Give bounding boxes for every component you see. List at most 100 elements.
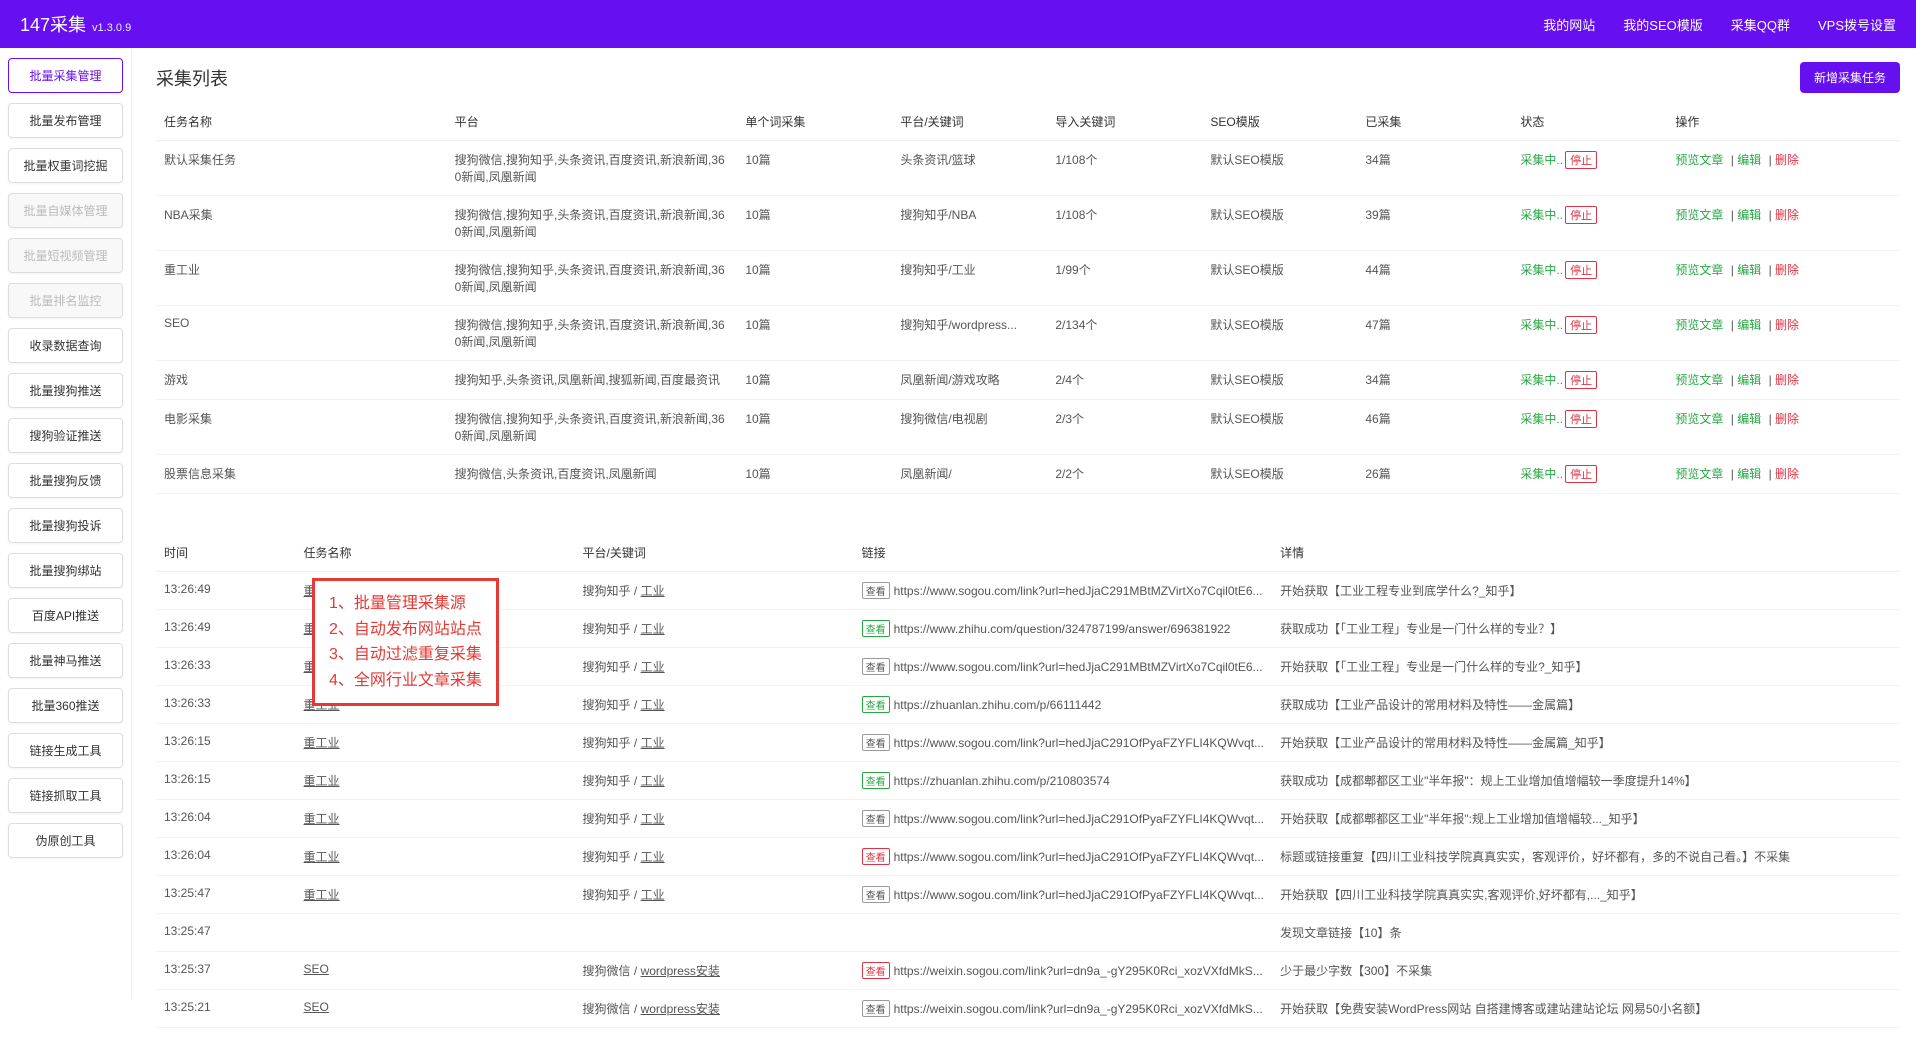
new-task-button[interactable]: 新增采集任务 bbox=[1800, 62, 1900, 93]
view-badge[interactable]: 查看 bbox=[862, 620, 890, 637]
log-keyword-link[interactable]: 工业 bbox=[641, 888, 665, 902]
sidebar-item-7[interactable]: 批量搜狗推送 bbox=[8, 373, 123, 408]
view-badge[interactable]: 查看 bbox=[862, 696, 890, 713]
preview-link[interactable]: 预览文章 bbox=[1675, 153, 1723, 167]
delete-link[interactable]: 删除 bbox=[1775, 412, 1799, 426]
log-row: 13:25:47重工业搜狗知乎 / 工业查看https://www.sogou.… bbox=[156, 876, 1900, 914]
task-status-cell: 采集中..停止 bbox=[1512, 306, 1667, 361]
log-keyword-link[interactable]: 工业 bbox=[641, 774, 665, 788]
view-badge[interactable]: 查看 bbox=[862, 658, 890, 675]
log-task-link[interactable]: 重工业 bbox=[304, 888, 340, 902]
task-cell: 默认SEO模版 bbox=[1202, 455, 1357, 494]
log-task-link[interactable]: 重工业 bbox=[304, 812, 340, 826]
view-badge[interactable]: 查看 bbox=[862, 734, 890, 751]
edit-link[interactable]: 编辑 bbox=[1737, 263, 1761, 277]
stop-button[interactable]: 停止 bbox=[1565, 371, 1597, 389]
log-keyword-link[interactable]: wordpress安装 bbox=[641, 1002, 720, 1016]
edit-link[interactable]: 编辑 bbox=[1737, 153, 1761, 167]
sidebar-item-14[interactable]: 批量360推送 bbox=[8, 688, 123, 723]
task-col-header: 任务名称 bbox=[156, 103, 447, 141]
task-cell: 10篇 bbox=[737, 251, 892, 306]
task-cell: 凤凰新闻/游戏攻略 bbox=[892, 361, 1047, 400]
task-cell: 股票信息采集 bbox=[156, 455, 447, 494]
log-task-link[interactable]: 重工业 bbox=[304, 850, 340, 864]
sidebar-item-0[interactable]: 批量采集管理 bbox=[8, 58, 123, 93]
edit-link[interactable]: 编辑 bbox=[1737, 208, 1761, 222]
sidebar-item-8[interactable]: 搜狗验证推送 bbox=[8, 418, 123, 453]
edit-link[interactable]: 编辑 bbox=[1737, 467, 1761, 481]
task-cell: 默认SEO模版 bbox=[1202, 196, 1357, 251]
topnav-link-2[interactable]: 采集QQ群 bbox=[1731, 15, 1790, 34]
log-keyword-link[interactable]: 工业 bbox=[641, 812, 665, 826]
log-pk: 搜狗知乎 / 工业 bbox=[575, 648, 854, 686]
task-col-header: 平台/关键词 bbox=[892, 103, 1047, 141]
sidebar-item-11[interactable]: 批量搜狗绑站 bbox=[8, 553, 123, 588]
sidebar-item-16[interactable]: 链接抓取工具 bbox=[8, 778, 123, 813]
view-badge[interactable]: 查看 bbox=[862, 1000, 890, 1017]
delete-link[interactable]: 删除 bbox=[1775, 263, 1799, 277]
log-keyword-link[interactable]: 工业 bbox=[641, 584, 665, 598]
log-task-link[interactable]: 重工业 bbox=[304, 774, 340, 788]
log-detail: 开始获取【工业工程专业到底学什么?_知乎】 bbox=[1272, 572, 1900, 610]
edit-link[interactable]: 编辑 bbox=[1737, 373, 1761, 387]
task-row: SEO搜狗微信,搜狗知乎,头条资讯,百度资讯,新浪新闻,360新闻,凤凰新闻10… bbox=[156, 306, 1900, 361]
edit-link[interactable]: 编辑 bbox=[1737, 318, 1761, 332]
sidebar-item-2[interactable]: 批量权重词挖掘 bbox=[8, 148, 123, 183]
preview-link[interactable]: 预览文章 bbox=[1675, 263, 1723, 277]
log-row: 13:25:21SEO搜狗微信 / wordpress安装查看https://w… bbox=[156, 990, 1900, 1028]
stop-button[interactable]: 停止 bbox=[1565, 206, 1597, 224]
delete-link[interactable]: 删除 bbox=[1775, 373, 1799, 387]
overlay-line: 2、自动发布网站站点 bbox=[329, 617, 482, 643]
preview-link[interactable]: 预览文章 bbox=[1675, 412, 1723, 426]
topnav-link-0[interactable]: 我的网站 bbox=[1543, 15, 1595, 34]
preview-link[interactable]: 预览文章 bbox=[1675, 318, 1723, 332]
sidebar-item-10[interactable]: 批量搜狗投诉 bbox=[8, 508, 123, 543]
preview-link[interactable]: 预览文章 bbox=[1675, 208, 1723, 222]
view-badge[interactable]: 查看 bbox=[862, 582, 890, 599]
sidebar-item-9[interactable]: 批量搜狗反馈 bbox=[8, 463, 123, 498]
sidebar-item-6[interactable]: 收录数据查询 bbox=[8, 328, 123, 363]
delete-link[interactable]: 删除 bbox=[1775, 153, 1799, 167]
log-task: SEO bbox=[296, 952, 575, 990]
topnav-link-1[interactable]: 我的SEO模版 bbox=[1623, 15, 1702, 34]
preview-link[interactable]: 预览文章 bbox=[1675, 467, 1723, 481]
preview-link[interactable]: 预览文章 bbox=[1675, 373, 1723, 387]
view-badge[interactable]: 查看 bbox=[862, 810, 890, 827]
log-task-link[interactable]: SEO bbox=[304, 962, 329, 976]
sidebar-item-1[interactable]: 批量发布管理 bbox=[8, 103, 123, 138]
log-keyword-link[interactable]: 工业 bbox=[641, 850, 665, 864]
delete-link[interactable]: 删除 bbox=[1775, 318, 1799, 332]
sidebar-item-17[interactable]: 伪原创工具 bbox=[8, 823, 123, 858]
task-cell: 34篇 bbox=[1357, 361, 1512, 400]
delete-link[interactable]: 删除 bbox=[1775, 467, 1799, 481]
log-keyword-link[interactable]: 工业 bbox=[641, 698, 665, 712]
view-badge[interactable]: 查看 bbox=[862, 848, 890, 865]
log-keyword-link[interactable]: 工业 bbox=[641, 736, 665, 750]
sidebar-item-12[interactable]: 百度API推送 bbox=[8, 598, 123, 633]
edit-link[interactable]: 编辑 bbox=[1737, 412, 1761, 426]
topnav-link-3[interactable]: VPS拨号设置 bbox=[1818, 15, 1896, 34]
stop-button[interactable]: 停止 bbox=[1565, 465, 1597, 483]
log-keyword-link[interactable]: 工业 bbox=[641, 660, 665, 674]
sidebar-item-13[interactable]: 批量神马推送 bbox=[8, 643, 123, 678]
view-badge[interactable]: 查看 bbox=[862, 772, 890, 789]
log-pk: 搜狗知乎 / 工业 bbox=[575, 762, 854, 800]
log-task-link[interactable]: 重工业 bbox=[304, 736, 340, 750]
stop-button[interactable]: 停止 bbox=[1565, 151, 1597, 169]
log-time: 13:26:49 bbox=[156, 572, 296, 610]
log-pk: 搜狗知乎 / 工业 bbox=[575, 572, 854, 610]
task-table: 任务名称平台单个词采集平台/关键词导入关键词SEO模版已采集状态操作 默认采集任… bbox=[156, 103, 1900, 494]
delete-link[interactable]: 删除 bbox=[1775, 208, 1799, 222]
sidebar-item-15[interactable]: 链接生成工具 bbox=[8, 733, 123, 768]
log-pk: 搜狗知乎 / 工业 bbox=[575, 724, 854, 762]
stop-button[interactable]: 停止 bbox=[1565, 410, 1597, 428]
stop-button[interactable]: 停止 bbox=[1565, 261, 1597, 279]
stop-button[interactable]: 停止 bbox=[1565, 316, 1597, 334]
view-badge[interactable]: 查看 bbox=[862, 962, 890, 979]
log-task-link[interactable]: SEO bbox=[304, 1000, 329, 1014]
log-keyword-link[interactable]: 工业 bbox=[641, 622, 665, 636]
log-keyword-link[interactable]: wordpress安装 bbox=[641, 964, 720, 978]
task-cell: 44篇 bbox=[1357, 251, 1512, 306]
view-badge[interactable]: 查看 bbox=[862, 886, 890, 903]
task-cell: 搜狗知乎/工业 bbox=[892, 251, 1047, 306]
